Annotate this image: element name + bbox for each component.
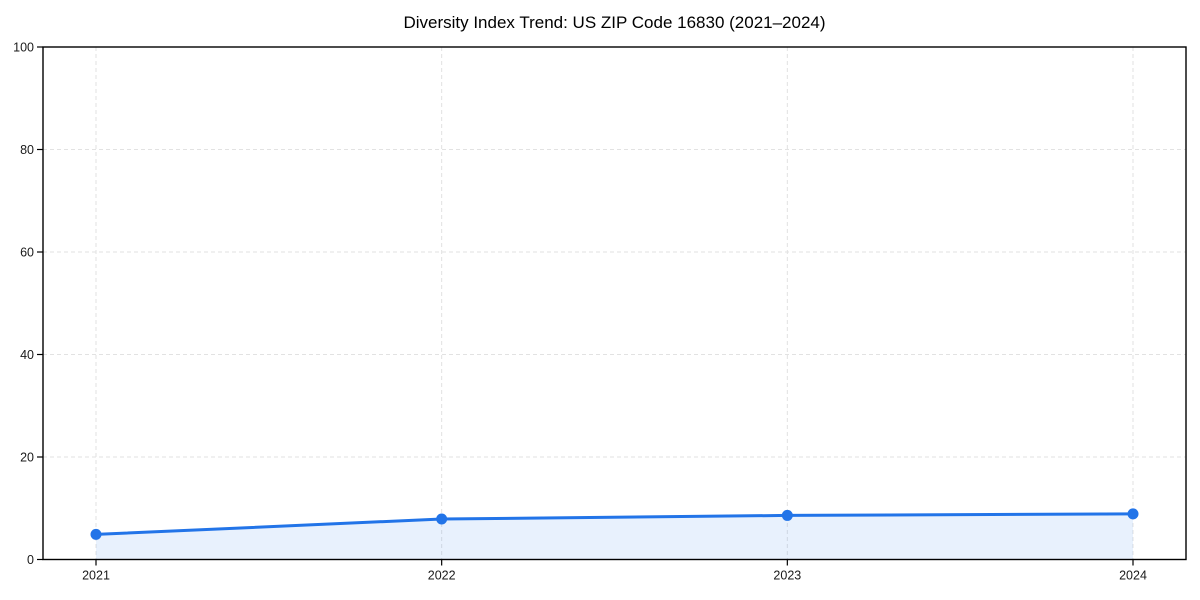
plot-border: [42, 46, 1187, 561]
data-point: [781, 509, 793, 521]
chart-title: Diversity Index Trend: US ZIP Code 16830…: [403, 13, 826, 32]
x-axis-tick-label: 2021: [82, 569, 110, 583]
data-point: [1127, 508, 1139, 520]
x-axis-tick-label: 2024: [1119, 569, 1147, 583]
y-axis-tick-label: 0: [27, 553, 34, 567]
area-fill: [96, 513, 1133, 560]
data-point: [90, 528, 102, 540]
x-axis-tick-label: 2023: [773, 569, 801, 583]
y-axis-tick-label: 20: [20, 450, 34, 464]
y-axis-tick-label: 80: [20, 143, 34, 157]
y-axis-tick-label: 40: [20, 348, 34, 362]
y-axis-tick-label: 100: [13, 40, 34, 54]
data-point: [436, 513, 448, 525]
trend-line: [94, 512, 1135, 536]
y-axis-tick-label: 60: [20, 245, 34, 259]
x-axis-tick-label: 2022: [428, 569, 456, 583]
